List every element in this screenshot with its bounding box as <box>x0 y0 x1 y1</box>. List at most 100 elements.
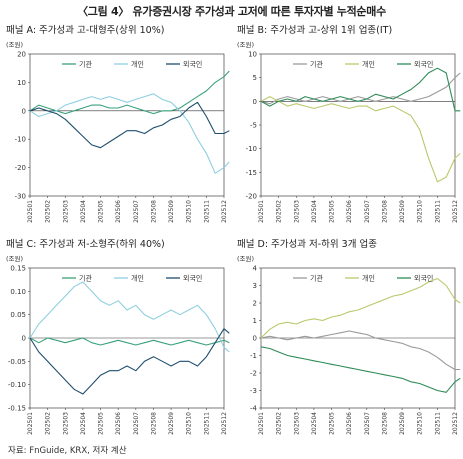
y-tick-label: -0.10 <box>8 381 26 389</box>
x-tick-label: 202501 <box>258 200 265 223</box>
x-tick-label: 202510 <box>186 200 193 223</box>
series-line-0 <box>260 72 461 105</box>
y-tick-label: 0 <box>22 335 26 343</box>
x-tick-label: 202505 <box>98 200 105 223</box>
legend-label: 개인 <box>362 274 375 283</box>
series-line-2 <box>29 328 230 395</box>
y-tick-label: -3 <box>250 387 257 395</box>
legend-label: 외국인 <box>414 274 433 283</box>
x-tick-label: 202506 <box>115 200 122 223</box>
x-tick-label: 202507 <box>133 200 140 223</box>
y-unit-label: (조원) <box>6 254 23 263</box>
plot-frame <box>29 53 225 197</box>
x-tick-label: 202510 <box>186 412 193 435</box>
chart-panel-c: 패널 C: 주가성과 저-소형주(하위 40%) (조원) -0.15 -0.10 -0… <box>6 238 230 435</box>
series-line-2 <box>260 346 461 393</box>
y-tick-label: 0 <box>253 335 257 343</box>
x-tick-label: 202512 <box>221 412 228 435</box>
y-tick-label: 20 <box>17 51 26 59</box>
series-line-1 <box>260 96 461 183</box>
y-tick-label: 0 <box>253 98 257 106</box>
legend-label: 기관 <box>310 60 323 69</box>
chart-panel-b: 패널 B: 주가성과 고-상위 1위 업종(IT) (조원) -20 -15 -10 -5… <box>237 24 461 223</box>
y-unit-label: (조원) <box>237 254 254 263</box>
series-line-0 <box>260 330 461 371</box>
x-tick-label: 202507 <box>133 412 140 435</box>
chart-panel-d: 패널 D: 주가성과 저-하위 3개 업종 (조원) -4 -3 -2 -1 0 1 2 3 4 20… <box>237 238 461 435</box>
series-line-0 <box>29 70 230 115</box>
legend-label: 외국인 <box>183 274 202 283</box>
y-unit-label: (조원) <box>237 40 254 49</box>
y-tick-label: -20 <box>246 193 257 201</box>
y-tick-label: -15 <box>246 169 257 177</box>
y-tick-label: -4 <box>250 405 258 413</box>
chart-panel-a: 패널 A: 주가성과 고-대형주(상위 10%) (조원) -30 -20 -10 0 10… <box>6 24 230 223</box>
y-tick-label: 1 <box>253 317 257 325</box>
y-tick-label: 2 <box>253 300 257 308</box>
y-tick-label: 0 <box>22 107 26 115</box>
y-tick-label: -0.15 <box>8 405 26 413</box>
y-tick-label: -10 <box>15 136 26 144</box>
x-tick-label: 202503 <box>62 412 69 435</box>
x-tick-label: 202509 <box>399 412 406 435</box>
x-tick-label: 202502 <box>45 412 52 435</box>
x-tick-label: 202509 <box>168 412 175 435</box>
y-tick-label: 0.05 <box>10 311 26 319</box>
x-tick-label: 202504 <box>311 412 318 435</box>
x-tick-label: 202504 <box>80 200 87 223</box>
x-tick-label: 202501 <box>258 412 265 435</box>
x-tick-label: 202506 <box>115 412 122 435</box>
y-tick-label: 3 <box>253 282 257 290</box>
x-tick-label: 202504 <box>80 412 87 435</box>
x-tick-label: 202509 <box>399 200 406 223</box>
y-tick-label: 10 <box>17 79 26 87</box>
x-tick-label: 202502 <box>276 412 283 435</box>
x-tick-label: 202501 <box>27 200 34 223</box>
legend-label: 외국인 <box>414 60 433 69</box>
x-tick-label: 202508 <box>381 412 388 435</box>
legend-label: 기관 <box>310 274 323 283</box>
x-tick-label: 202511 <box>203 412 210 435</box>
y-tick-label: -20 <box>15 164 26 172</box>
y-tick-label: -5 <box>250 122 257 130</box>
x-tick-label: 202508 <box>150 200 157 223</box>
y-unit-label: (조원) <box>6 40 23 49</box>
x-tick-label: 202505 <box>98 412 105 435</box>
series-line-2 <box>29 101 230 149</box>
figure-title: 〈그림 4〉 유가증권시장 주가성과 고저에 따른 투자자별 누적순매수 <box>77 5 386 18</box>
x-tick-label: 202505 <box>329 200 336 223</box>
x-tick-label: 202504 <box>311 200 318 223</box>
legend-label: 개인 <box>131 274 144 283</box>
x-tick-label: 202503 <box>62 200 69 223</box>
y-tick-label: 4 <box>253 265 258 273</box>
x-tick-label: 202507 <box>364 412 371 435</box>
series-line-1 <box>260 277 461 339</box>
legend-label: 기관 <box>79 274 92 283</box>
x-tick-label: 202506 <box>346 412 353 435</box>
legend-label: 외국인 <box>183 60 202 69</box>
x-tick-label: 202511 <box>203 200 210 223</box>
x-tick-label: 202502 <box>45 200 52 223</box>
x-tick-label: 202510 <box>417 200 424 223</box>
x-tick-label: 202501 <box>27 412 34 435</box>
x-tick-label: 202502 <box>276 200 283 223</box>
x-tick-label: 202503 <box>293 200 300 223</box>
y-tick-label: 5 <box>253 74 257 82</box>
series-line-0 <box>29 337 230 346</box>
x-tick-label: 202505 <box>329 412 336 435</box>
x-tick-label: 202509 <box>168 200 175 223</box>
y-tick-label: -0.05 <box>8 358 26 366</box>
y-tick-label: 0.10 <box>10 288 26 296</box>
legend-label: 기관 <box>79 60 92 69</box>
series-line-1 <box>29 93 230 174</box>
x-tick-label: 202507 <box>364 200 371 223</box>
x-tick-label: 202503 <box>293 412 300 435</box>
panel-title: 패널 C: 주가성과 저-소형주(하위 40%) <box>6 238 165 250</box>
panel-title: 패널 D: 주가성과 저-하위 3개 업종 <box>237 238 377 250</box>
x-tick-label: 202511 <box>434 412 441 435</box>
y-tick-label: -2 <box>250 370 257 378</box>
series-line-2 <box>260 67 461 112</box>
x-tick-label: 202508 <box>150 412 157 435</box>
x-tick-label: 202511 <box>434 200 441 223</box>
series-line-1 <box>29 281 230 353</box>
